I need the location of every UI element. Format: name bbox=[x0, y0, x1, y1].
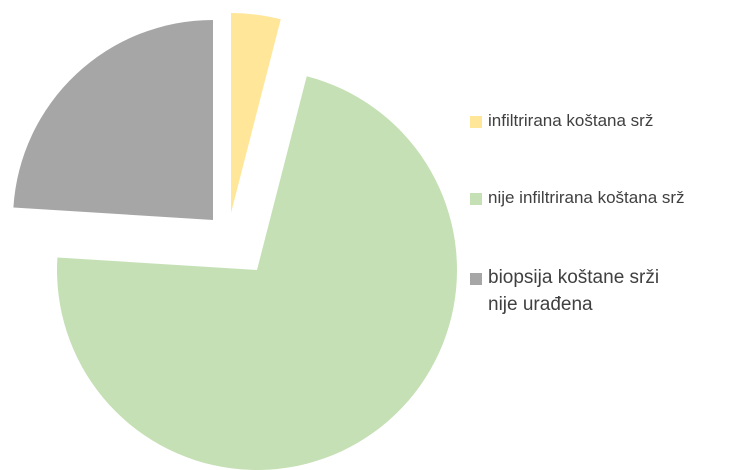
legend-item: infiltrirana koštana srž bbox=[470, 111, 736, 134]
pie-slice bbox=[231, 13, 281, 213]
legend-swatch bbox=[470, 273, 482, 285]
legend-label: nije infiltrirana koštana srž bbox=[488, 188, 685, 207]
legend-item: nije infiltrirana koštana srž bbox=[470, 188, 688, 211]
legend-swatch bbox=[470, 193, 482, 205]
pie-slice bbox=[57, 76, 457, 470]
legend-label: infiltrirana koštana srž bbox=[488, 111, 654, 130]
legend-item: biopsija koštane srži nije urađena bbox=[470, 267, 678, 318]
legend-swatch bbox=[470, 116, 482, 128]
legend: infiltrirana koštana srž nije infiltriran… bbox=[470, 0, 736, 470]
legend-label: biopsija koštane srži nije urađena bbox=[488, 267, 660, 315]
pie-slice bbox=[13, 20, 214, 220]
pie-chart bbox=[13, 13, 457, 470]
